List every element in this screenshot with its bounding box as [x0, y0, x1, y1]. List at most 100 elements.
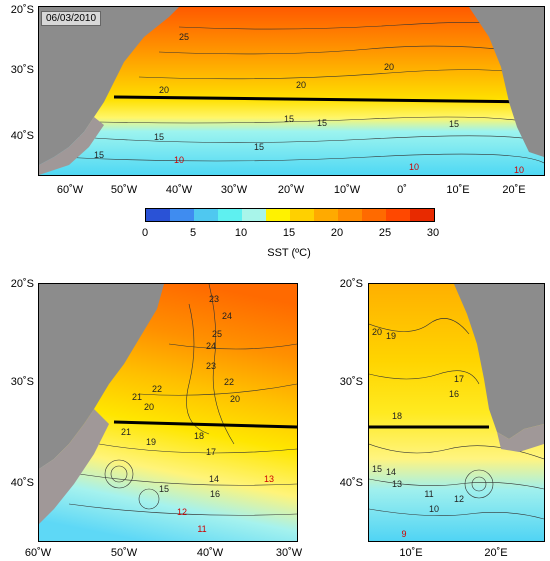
colorbar-tick: 20: [330, 227, 344, 239]
bottom-left-map-panel: 23 24 25 22 23 24 21 22 20 21 20 19 18 1…: [38, 283, 298, 542]
bottom-right-map-panel: 20 19 18 17 16 15 14 13 12 11 10 9: [368, 283, 545, 542]
contour-label: 21: [131, 392, 143, 402]
contour-label: 10: [428, 504, 440, 514]
lon-label: 50˚W: [110, 184, 138, 196]
south-america-land: [39, 284, 164, 469]
lon-label: 50˚W: [110, 547, 138, 559]
contour-label: 14: [385, 467, 397, 477]
top-map-panel: 06/03/2010 25 20 20 20 15 15 15 15 15 15…: [38, 6, 545, 176]
contour-label: 24: [221, 311, 233, 321]
date-stamp: 06/03/2010: [41, 11, 102, 26]
lat-label: 20˚S: [10, 278, 34, 290]
contour-label: 17: [205, 447, 217, 457]
colorbar-segment: [146, 209, 170, 221]
contour-label: 25: [178, 32, 190, 42]
contour-label: 20: [143, 402, 155, 412]
lat-label: 30˚S: [10, 376, 34, 388]
sst-contours: [58, 21, 544, 164]
contour-label: 20: [158, 85, 170, 95]
contour-label: 15: [448, 119, 460, 129]
contour-label: 17: [453, 374, 465, 384]
africa-land: [454, 284, 544, 439]
colorbar-segment: [170, 209, 194, 221]
contour-label: 19: [385, 331, 397, 341]
colorbar-tick: 5: [189, 227, 197, 239]
contour-label: 15: [158, 484, 170, 494]
colorbar-segment: [218, 209, 242, 221]
colorbar-title: SST (ºC): [267, 247, 311, 259]
colorbar-segment: [410, 209, 434, 221]
lat-label: 30˚S: [10, 64, 34, 76]
colorbar-segment: [314, 209, 338, 221]
bottom-right-map-svg: [369, 284, 544, 541]
lon-label: 40˚W: [196, 547, 224, 559]
contour-label: 9: [401, 529, 407, 539]
contour-label: 14: [208, 474, 220, 484]
transect-line: [113, 420, 297, 429]
contour-label: 13: [391, 479, 403, 489]
lat-label: 20˚S: [339, 278, 363, 290]
contour-label: 23: [205, 361, 217, 371]
contour-label: 15: [316, 118, 328, 128]
contour-label: 15: [283, 114, 295, 124]
contour-label: 11: [424, 489, 434, 499]
lon-label: 60˚W: [24, 547, 52, 559]
lon-label: 20˚E: [502, 184, 526, 196]
lat-label: 40˚S: [10, 130, 34, 142]
lon-label: 30˚W: [275, 547, 303, 559]
contour-label: 12: [453, 494, 465, 504]
sst-contours: [68, 284, 297, 516]
contour-label: 22: [223, 377, 235, 387]
lon-label: 20˚W: [277, 184, 305, 196]
contour-label: 21: [120, 427, 132, 437]
contour-label: 11: [197, 524, 207, 534]
lat-label: 20˚S: [10, 4, 34, 16]
contour-label: 15: [153, 132, 165, 142]
lon-label: 60˚W: [56, 184, 84, 196]
contour-label: 20: [295, 80, 307, 90]
contour-label: 16: [448, 389, 460, 399]
colorbar-segment: [194, 209, 218, 221]
lon-label: 40˚W: [165, 184, 193, 196]
colorbar-segment: [362, 209, 386, 221]
colorbar-segment: [290, 209, 314, 221]
africa-land: [469, 7, 544, 157]
contour-label: 18: [193, 431, 205, 441]
contour-label: 23: [208, 294, 220, 304]
transect-line: [113, 95, 544, 104]
contour-label: 22: [151, 384, 163, 394]
contour-label: 10: [408, 162, 420, 172]
colorbar-tick: 25: [378, 227, 392, 239]
lon-label: 20˚E: [484, 547, 508, 559]
contour-label: 20: [229, 394, 241, 404]
top-map-svg: [39, 7, 544, 175]
bottom-left-map-svg: [39, 284, 297, 541]
colorbar-segment: [338, 209, 362, 221]
sst-contours: [369, 318, 544, 520]
contour-label: 10: [513, 165, 525, 175]
africa-shelf: [497, 424, 544, 452]
contour-label: 13: [263, 474, 275, 484]
contour-label: 18: [391, 411, 403, 421]
contour-label: 16: [209, 489, 221, 499]
lon-label: 0˚: [397, 184, 407, 196]
colorbar-segment: [266, 209, 290, 221]
lon-label: 10˚E: [399, 547, 423, 559]
lat-label: 40˚S: [10, 477, 34, 489]
contour-label: 19: [145, 437, 157, 447]
colorbar-tick: 0: [141, 227, 149, 239]
lon-label: 30˚W: [220, 184, 248, 196]
contour-label: 24: [205, 341, 217, 351]
contour-label: 20: [383, 62, 395, 72]
lat-label: 40˚S: [339, 477, 363, 489]
contour-label: 20: [371, 327, 383, 337]
contour-label: 15: [371, 464, 383, 474]
contour-label: 12: [176, 507, 188, 517]
south-america-shelf: [39, 117, 104, 175]
south-america-land: [39, 7, 179, 165]
contour-label: 15: [93, 150, 105, 160]
colorbar-segment: [242, 209, 266, 221]
colorbar-tick: 10: [234, 227, 248, 239]
lon-label: 10˚E: [446, 184, 470, 196]
colorbar-segment: [386, 209, 410, 221]
